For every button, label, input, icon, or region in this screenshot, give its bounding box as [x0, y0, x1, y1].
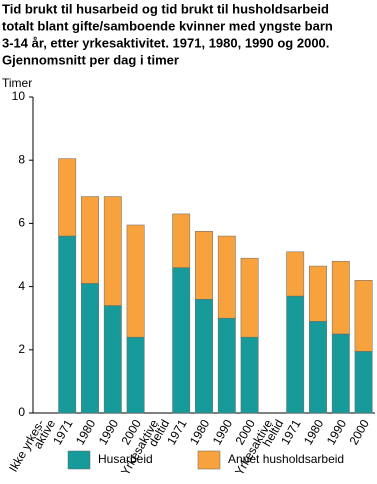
- bar-segment: [309, 265, 327, 322]
- bar-segment: [103, 196, 122, 306]
- chart-title-line: totalt blant gifte/samboende kvinner med…: [2, 18, 333, 33]
- y-tick-label: 10: [12, 89, 26, 103]
- bar-segment: [126, 336, 145, 414]
- y-tick-label: 2: [18, 342, 25, 356]
- bar-segment: [217, 235, 236, 319]
- bar-segment: [309, 321, 327, 414]
- y-tick-label: 6: [18, 216, 25, 230]
- bar-segment: [126, 224, 145, 338]
- bar-segment: [331, 261, 350, 335]
- x-tick-label: 1990: [96, 417, 122, 447]
- bar-segment: [354, 351, 373, 414]
- x-tick-label: 1990: [210, 417, 236, 447]
- bar-segment: [81, 283, 99, 414]
- bar-segment: [240, 257, 259, 338]
- bar-segment: [103, 305, 122, 414]
- bar-segment: [286, 251, 305, 297]
- y-tick-label: 0: [18, 405, 25, 419]
- bar-segment: [58, 158, 77, 237]
- x-tick-label: 1980: [73, 417, 99, 447]
- bar-segment: [286, 295, 305, 414]
- bar-segment: [331, 333, 350, 414]
- bar-segment: [172, 213, 191, 268]
- chart-title-line: Tid brukt til husarbeid og tid brukt til…: [2, 1, 329, 16]
- bar-segment: [217, 317, 236, 414]
- x-tick-label: 1980: [187, 417, 213, 447]
- y-tick-label: 4: [18, 279, 25, 293]
- bar-segment: [81, 196, 99, 284]
- legend-label: Annet husholdsarbeid: [228, 452, 344, 466]
- bar-segment: [240, 336, 259, 414]
- bar-segment: [195, 298, 213, 414]
- chart-title-line: 3-14 år, etter yrkesaktivitet. 1971, 198…: [2, 35, 329, 50]
- x-tick-label: 2000: [346, 417, 372, 447]
- x-tick-label: 1990: [324, 417, 350, 447]
- y-axis-label: Timer: [2, 76, 32, 90]
- x-tick-label: 1971: [50, 417, 76, 447]
- bar-segment: [58, 235, 77, 414]
- legend-label: Husarbeid: [98, 452, 153, 466]
- x-tick-label: 1971: [164, 417, 190, 447]
- bar-segment: [354, 280, 373, 352]
- bar-segment: [172, 267, 191, 414]
- bar-segment: [195, 231, 213, 300]
- chart-title-line: Gjennomsnitt per dag i timer: [2, 52, 179, 67]
- y-tick-label: 8: [18, 152, 25, 166]
- legend-swatch: [67, 450, 91, 470]
- legend-swatch: [197, 450, 221, 470]
- x-tick-label: 1971: [278, 417, 304, 447]
- x-tick-label: 1980: [301, 417, 327, 447]
